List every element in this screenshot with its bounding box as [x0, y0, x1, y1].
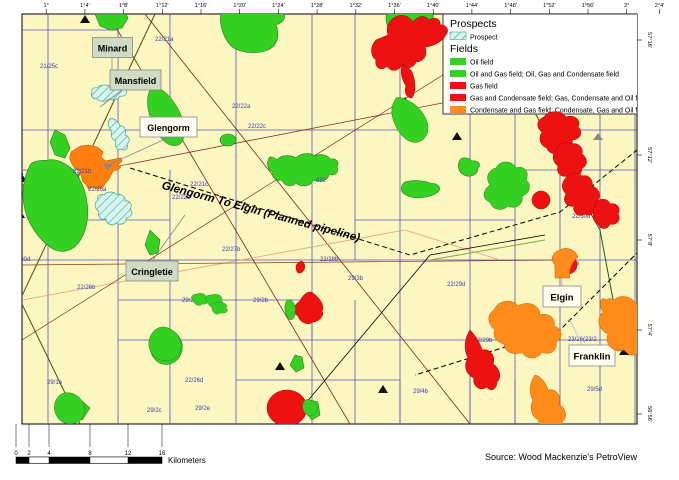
svg-text:22/22b: 22/22b	[172, 195, 191, 201]
svg-text:22/21b: 22/21b	[73, 169, 92, 175]
svg-text:0: 0	[14, 451, 18, 457]
svg-text:28/5: 28/5	[2, 341, 14, 347]
svg-text:1°4': 1°4'	[80, 3, 90, 9]
svg-text:1°48': 1°48'	[504, 3, 517, 9]
svg-text:1°12': 1°12'	[156, 3, 169, 9]
svg-text:57°16': 57°16'	[646, 32, 652, 48]
svg-text:1°24': 1°24'	[272, 3, 285, 9]
svg-text:23/26a (Mac): 23/26a (Mac)	[636, 226, 671, 232]
svg-text:21/25b: 21/25b	[5, 172, 24, 178]
svg-text:57°4': 57°4'	[646, 324, 652, 337]
svg-text:1°44': 1°44'	[466, 3, 479, 9]
svg-text:Gas and Condensate field; Gas,: Gas and Condensate field; Gas, Condensat…	[470, 96, 648, 103]
svg-text:22/28b: 22/28b	[320, 257, 339, 263]
svg-text:16: 16	[159, 451, 166, 457]
svg-text:29/3b: 29/3b	[348, 276, 364, 282]
svg-text:2: 2	[27, 451, 31, 457]
svg-text:22/26d: 22/26d	[185, 378, 203, 384]
svg-text:21/30b: 21/30b	[2, 195, 21, 201]
svg-text:1°32': 1°32'	[349, 3, 362, 9]
svg-text:1°36': 1°36'	[388, 3, 401, 9]
svg-text:21/30d: 21/30d	[12, 257, 30, 263]
svg-text:Minard: Minard	[98, 44, 128, 54]
svg-text:1°56': 1°56'	[582, 3, 595, 9]
svg-text:29/2c: 29/2c	[147, 408, 162, 414]
svg-text:Gas field: Gas field	[470, 84, 498, 91]
svg-text:1°40': 1°40'	[427, 3, 440, 9]
svg-text:57°8': 57°8'	[646, 234, 652, 247]
svg-text:22/21c: 22/21c	[190, 182, 208, 188]
svg-text:Oil and Gas field; Oil, Gas an: Oil and Gas field; Oil, Gas and Condensa…	[470, 72, 619, 79]
svg-text:21/25c: 21/25c	[40, 64, 58, 70]
svg-text:22/22a: 22/22a	[232, 104, 251, 110]
svg-text:028: 028	[12, 162, 23, 168]
svg-text:1°52': 1°52'	[543, 3, 556, 9]
svg-text:23/26(23/2: 23/26(23/2	[568, 337, 597, 343]
svg-text:Prospects: Prospects	[450, 18, 497, 30]
svg-text:57°12': 57°12'	[646, 147, 652, 163]
svg-text:29/2b: 29/2b	[253, 298, 269, 304]
svg-text:22/22c: 22/22c	[248, 124, 266, 130]
svg-text:Mansfield: Mansfield	[115, 76, 157, 86]
svg-text:Glengorm: Glengorm	[147, 123, 190, 133]
svg-text:28/5: 28/5	[2, 407, 14, 413]
svg-text:Cringletie: Cringletie	[131, 267, 173, 277]
svg-text:Fields: Fields	[450, 43, 478, 55]
svg-text:Source: Wood Mackenzie's Petro: Source: Wood Mackenzie's PetroView	[485, 452, 637, 462]
svg-text:1°20': 1°20'	[233, 3, 246, 9]
svg-text:29/2e: 29/2e	[195, 406, 211, 412]
svg-text:22/29d: 22/29d	[447, 282, 465, 288]
svg-text:56°56': 56°56'	[646, 406, 652, 422]
svg-text:Franklin: Franklin	[574, 352, 611, 363]
svg-text:22/27b: 22/27b	[222, 247, 241, 253]
svg-text:4: 4	[47, 451, 51, 457]
svg-text:Oil field: Oil field	[470, 60, 493, 67]
svg-text:29/5d: 29/5d	[587, 387, 602, 393]
svg-text:1°16': 1°16'	[195, 3, 208, 9]
svg-text:1°: 1°	[44, 3, 49, 9]
svg-text:2°: 2°	[624, 3, 629, 9]
svg-text:1°8': 1°8'	[119, 3, 129, 9]
svg-text:Elgin: Elgin	[550, 293, 573, 304]
svg-text:22/26b: 22/26b	[77, 285, 96, 291]
svg-text:12: 12	[125, 451, 132, 457]
svg-text:29/4b: 29/4b	[413, 389, 429, 395]
svg-text:Kilometers: Kilometers	[168, 456, 206, 465]
svg-text:21/30e: 21/30e	[2, 224, 21, 230]
svg-text:22/21a: 22/21a	[155, 37, 174, 43]
svg-text:22/26a: 22/26a	[88, 187, 107, 193]
svg-text:1°28': 1°28'	[311, 3, 324, 9]
svg-text:Prospect: Prospect	[470, 35, 498, 42]
svg-text:8: 8	[88, 451, 92, 457]
svg-text:29/1e: 29/1e	[47, 380, 63, 386]
svg-text:022: 022	[316, 178, 327, 184]
svg-text:2°4': 2°4'	[655, 3, 665, 9]
